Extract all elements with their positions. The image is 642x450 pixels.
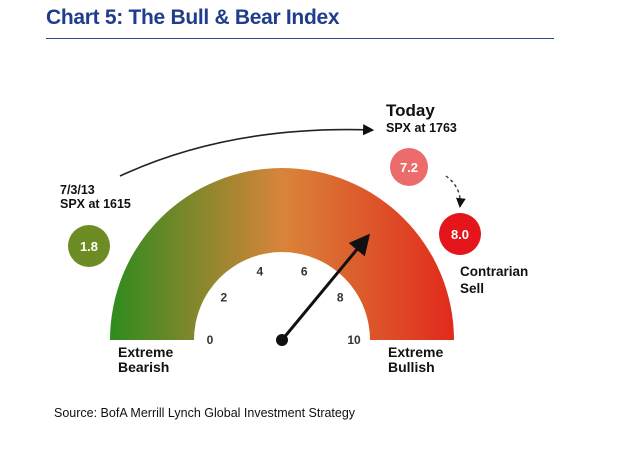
tick-label-8: 8 — [337, 291, 344, 305]
chart-title: Chart 5: The Bull & Bear Index — [46, 6, 340, 29]
tick-label-10: 10 — [347, 333, 361, 347]
dashed-arrow — [445, 175, 466, 208]
reading-1-spx: SPX at 1615 — [60, 197, 131, 211]
reading-bubble-2 — [390, 148, 428, 186]
reading-bubble-3 — [439, 213, 481, 255]
chart-source: Source: BofA Merrill Lynch Global Invest… — [54, 406, 356, 420]
trend-arrow — [119, 124, 375, 177]
reading-1-date: 7/3/13 — [60, 183, 95, 197]
reading-bubble-1 — [68, 225, 110, 267]
tick-label-0: 0 — [207, 333, 214, 347]
title-underline — [46, 38, 554, 39]
reading-value-3: 8.0 — [451, 227, 469, 242]
needle-pivot — [276, 334, 288, 346]
reading-2-date: Today — [386, 101, 435, 120]
reading-value-1: 1.8 — [80, 239, 98, 254]
label-extreme-bullish: Extreme Bullish — [388, 344, 444, 375]
label-extreme-bearish: Extreme Bearish — [118, 344, 174, 375]
tick-label-6: 6 — [301, 265, 308, 279]
tick-label-2: 2 — [220, 291, 227, 305]
reading-value-2: 7.2 — [400, 160, 418, 175]
sell-label: Sell — [460, 281, 485, 296]
tick-label-4: 4 — [256, 265, 263, 279]
gauge-needle — [280, 233, 371, 341]
gauge-arc — [110, 168, 454, 340]
contrarian-label: Contrarian — [460, 264, 529, 279]
reading-2-spx: SPX at 1763 — [386, 121, 457, 135]
